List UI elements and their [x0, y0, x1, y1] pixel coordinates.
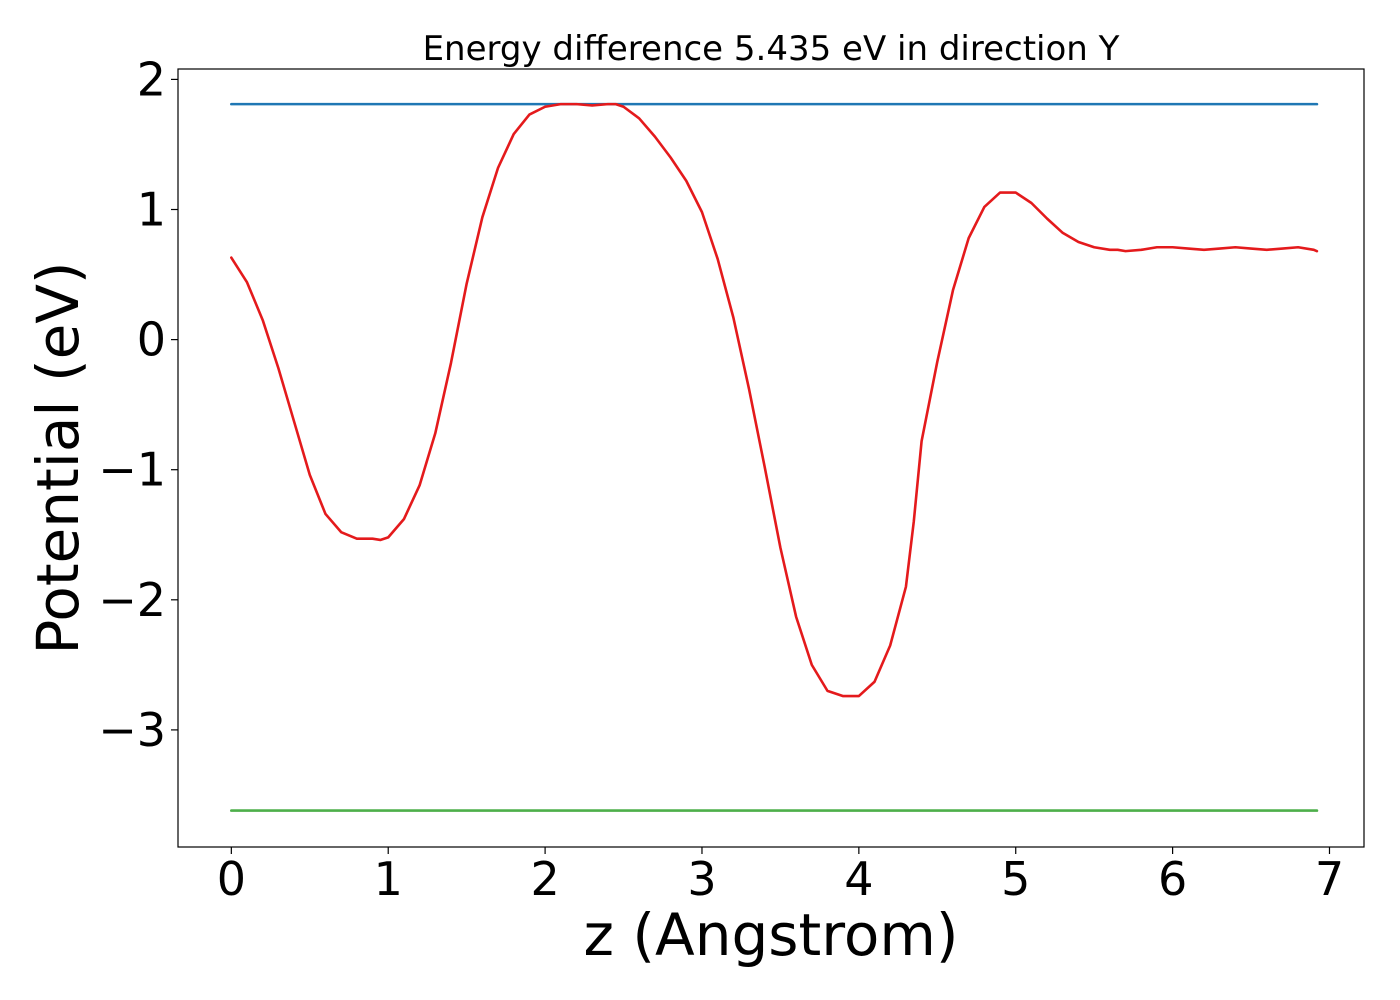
x-tick-label: 3	[687, 852, 716, 906]
y-tick-label: −2	[98, 573, 166, 627]
y-tick-label: 0	[137, 313, 166, 367]
x-tick-label: 7	[1315, 852, 1344, 906]
y-axis: 2 1 0 −1 −2 −3	[98, 52, 178, 757]
potential-line	[230, 102, 1319, 698]
x-tick-label: 0	[217, 852, 246, 906]
y-tick-label: 1	[137, 183, 166, 237]
y-tick-label: −1	[98, 443, 166, 497]
x-axis: 0 1 2 3 4 5 6 7	[217, 847, 1344, 906]
series-layer	[230, 102, 1319, 812]
plot-frame	[177, 68, 1365, 848]
x-tick-label: 2	[530, 852, 559, 906]
y-axis-label: Potential (eV)	[24, 261, 92, 654]
chart-title: Energy difference 5.435 eV in direction …	[423, 29, 1120, 69]
x-tick-label: 1	[374, 852, 403, 906]
x-tick-label: 5	[1001, 852, 1030, 906]
y-tick-label: 2	[137, 52, 166, 106]
y-tick-label: −3	[98, 703, 166, 757]
x-tick-label: 4	[844, 852, 873, 906]
x-axis-label: z (Angstrom)	[584, 901, 959, 969]
x-tick-label: 6	[1158, 852, 1187, 906]
